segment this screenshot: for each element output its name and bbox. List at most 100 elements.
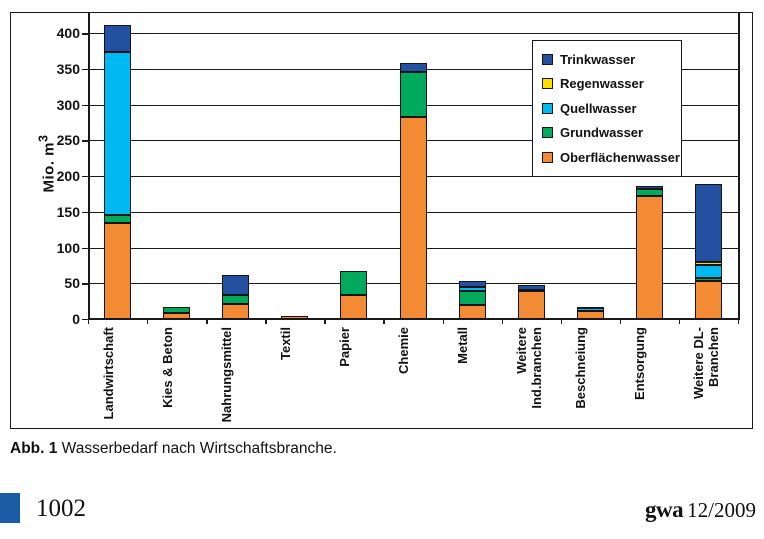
x-axis-tick [501, 319, 504, 324]
category-label: Weitere Ind.branchen [514, 327, 545, 409]
plot-right-border [738, 13, 740, 319]
legend-label: Regenwasser [560, 76, 644, 92]
x-axis-tick [678, 319, 681, 324]
y-axis-tick [82, 68, 88, 71]
x-axis-tick [324, 319, 326, 324]
x-axis-tick [88, 319, 90, 324]
legend-label: Quellwasser [560, 100, 637, 116]
bar-segment [694, 261, 722, 265]
bar-segment [281, 316, 309, 319]
y-axis-tick-label: 0 [72, 311, 80, 327]
y-axis-tick-label: 400 [56, 25, 80, 42]
category-label: Chemie [396, 327, 411, 374]
category-label: Papier [336, 327, 352, 367]
page-number: 1002 [36, 495, 86, 522]
bar-segment [517, 289, 545, 292]
journal-issue: gwa 12/2009 [645, 497, 756, 523]
y-axis-tick [82, 176, 88, 178]
y-axis-tick-label: 150 [56, 203, 80, 220]
category-label: Textil [277, 327, 293, 360]
y-axis-tick [82, 33, 88, 35]
legend-label: Grundwasser [560, 125, 644, 141]
bar-segment [694, 264, 722, 279]
legend-swatch-regenwasser [542, 78, 553, 90]
legend-swatch-quellwasser [542, 102, 553, 114]
caption-label: Abb. 1 [10, 440, 58, 457]
y-axis-title-sup: 3 [36, 134, 51, 142]
x-axis-line [88, 318, 740, 320]
bar-segment [222, 295, 250, 304]
legend-label: Oberflächenwasser [560, 149, 680, 165]
x-axis-tick [265, 319, 267, 324]
issue-date: 12/2009 [687, 498, 756, 522]
caption-text: Wasserbedarf nach Wirtschaftsbranche. [57, 440, 337, 457]
category-label: Nahrungsmittel [218, 327, 234, 423]
y-axis-tick-label: 200 [56, 168, 80, 185]
legend-item: Trinkwasser [542, 47, 681, 72]
legend-swatch-grundwasser [542, 127, 553, 139]
y-axis-line [88, 13, 90, 319]
category-label: Metall [455, 327, 471, 364]
bar-segment [104, 25, 132, 52]
x-axis-tick [147, 319, 149, 324]
chart-figure: 0 50 100 150 200 250 300 350 400 Landwirtschaft Ki… [10, 12, 753, 429]
legend-item: Oberflächenwasser [542, 145, 681, 170]
bar-segment [399, 71, 427, 118]
y-axis-tick-label: 50 [64, 275, 80, 292]
bar-segment [399, 117, 427, 319]
category-label: Kies & Beton [159, 327, 175, 408]
bar-segment [576, 311, 604, 319]
x-axis-tick [738, 319, 740, 324]
legend-label: Trinkwasser [560, 51, 636, 67]
bar-segment [576, 306, 604, 309]
y-axis-tick-label: 250 [56, 132, 80, 149]
category-label: Entsorgung [632, 327, 648, 400]
y-axis-title: Mio. m3 [36, 134, 58, 193]
bar-segment [104, 223, 132, 319]
bar-segment [635, 188, 663, 197]
bar-segment [694, 183, 722, 262]
bar-segment [517, 285, 545, 290]
bar-segment [222, 275, 250, 296]
footer-accent-square [0, 493, 20, 523]
bar-segment [340, 294, 368, 319]
bar-segment [517, 291, 545, 319]
bar-segment [340, 271, 368, 295]
x-axis-tick [619, 319, 622, 324]
bar-segment [635, 186, 663, 189]
legend-item: Quellwasser [542, 96, 681, 121]
bar-segment [694, 278, 722, 282]
y-axis-tick [82, 283, 88, 285]
bar-segment [458, 305, 486, 319]
legend-swatch-oberflächenwasser [542, 151, 553, 163]
bar-segment [458, 286, 486, 292]
journal-logo: gwa [645, 497, 684, 522]
bar-segment [163, 306, 191, 314]
x-axis-tick [206, 319, 208, 324]
legend-item: Regenwasser [542, 72, 681, 97]
y-axis-tick-label: 350 [56, 60, 80, 77]
y-axis-tick [82, 319, 88, 321]
category-label: Landwirtschaft [100, 327, 116, 420]
y-axis-tick [82, 211, 88, 214]
plot-area: 0 50 100 150 200 250 300 350 400 Landwirtschaft Ki… [11, 13, 752, 428]
legend: Trinkwasser Regenwasser Quellwasser Grundwa… [532, 40, 682, 177]
y-axis-tick-label: 100 [56, 239, 80, 256]
x-axis-tick [442, 319, 444, 324]
y-axis-tick [82, 104, 88, 106]
bar-segment [399, 63, 427, 72]
bar-segment [104, 214, 132, 224]
category-label: Beschneiung [573, 327, 589, 409]
figure-caption: Abb. 1 Wasserbedarf nach Wirtschaftsbran… [10, 440, 337, 458]
bar-segment [163, 313, 191, 319]
bar-segment [635, 196, 663, 319]
legend-item: Grundwasser [542, 121, 681, 146]
gridline [88, 33, 738, 35]
y-axis-tick-label: 300 [56, 96, 80, 113]
y-axis-tick [82, 140, 88, 142]
legend-swatch-trinkwasser [542, 53, 553, 65]
x-axis-tick [383, 319, 385, 324]
bar-segment [458, 281, 486, 287]
category-label: Weitere DL- Branchen [691, 327, 722, 399]
